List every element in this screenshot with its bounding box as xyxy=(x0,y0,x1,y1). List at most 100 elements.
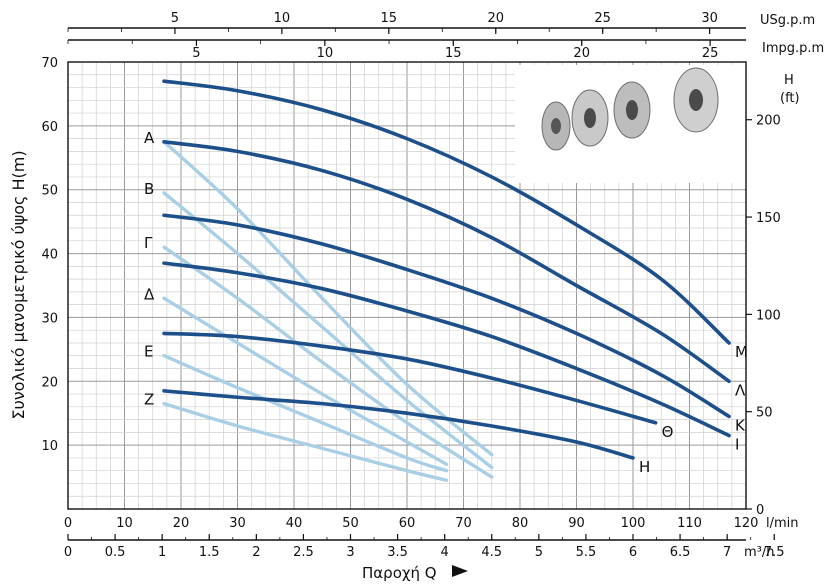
x-tick-label: 40 xyxy=(286,516,303,531)
x-m3h-tick-label: 7 xyxy=(723,545,731,560)
x-m3h-tick-label: 6 xyxy=(629,545,637,560)
series-label-Λ: Λ xyxy=(735,381,746,399)
x-m3h-tick-label: 5.5 xyxy=(576,545,597,560)
series-line-B xyxy=(162,191,494,470)
x-axis-lmin-ticks: 0 10 20 30 40 50 60 70 80 90 100 110 120 xyxy=(64,516,759,531)
y-tick-label: 50 xyxy=(41,184,58,199)
top-ticks-impgpm: 5 10 15 20 25 xyxy=(67,40,719,61)
y-tick-label: 10 xyxy=(41,439,58,454)
top-us-tick-label: 5 xyxy=(171,11,179,26)
y-right-tick-label: 150 xyxy=(756,211,781,226)
series-line-M xyxy=(162,79,731,345)
series-line-Λ xyxy=(162,140,731,384)
series-label-Γ: Γ xyxy=(144,234,153,252)
series-line-Δ xyxy=(162,296,449,466)
y-axis-left-ticks: 10 20 30 40 50 60 70 xyxy=(41,56,58,454)
x-m3h-tick-label: 5 xyxy=(535,545,543,560)
x-m3h-tick-label: 6.5 xyxy=(670,545,691,560)
series-label-I: I xyxy=(735,436,739,454)
x-tick-label: 50 xyxy=(342,516,359,531)
x-m3h-tick-label: 0.5 xyxy=(105,545,126,560)
x-tick-label: 20 xyxy=(173,516,190,531)
y-tick-label: 20 xyxy=(41,375,58,390)
y-right-tick-label: 0 xyxy=(756,503,764,518)
series-label-B: B xyxy=(144,180,154,198)
series-label-K: K xyxy=(735,416,746,434)
series-label-A: A xyxy=(144,129,155,147)
series-label-E: E xyxy=(144,343,153,361)
top-ticks-usgpm: 5 10 15 20 25 30 xyxy=(67,11,718,34)
m3h-unit: m³/h xyxy=(744,545,775,560)
x-tick-label: 90 xyxy=(568,516,585,531)
y-axis-right-ticks: 0 50 100 150 200 xyxy=(746,114,781,518)
series-line-H xyxy=(162,389,635,460)
top-us-tick-label: 15 xyxy=(381,11,398,26)
series-line-Z xyxy=(162,401,449,482)
top-imp-tick-label: 25 xyxy=(702,46,719,61)
right-axis-title: H xyxy=(784,73,794,88)
impeller-4 xyxy=(673,67,719,133)
x-axis-title: Παροχή Q xyxy=(362,564,437,582)
arrow-right-icon xyxy=(452,565,468,577)
y-tick-label: 40 xyxy=(41,248,58,263)
series-line-K xyxy=(162,213,731,419)
x-m3h-tick-label: 7.5 xyxy=(764,545,785,560)
top-us-tick-label: 10 xyxy=(274,11,291,26)
top-imp-tick-label: 15 xyxy=(445,46,462,61)
impeller-1 xyxy=(541,101,571,151)
lmin-unit: l/min xyxy=(766,516,799,531)
top-imp-tick-label: 10 xyxy=(317,46,334,61)
x-tick-label: 80 xyxy=(512,516,529,531)
impeller-3 xyxy=(613,81,651,139)
series-label-Δ: Δ xyxy=(144,285,155,303)
usgpm-unit: USg.p.m xyxy=(760,13,815,28)
series-line-E xyxy=(162,354,449,473)
y-right-tick-label: 100 xyxy=(756,308,781,323)
x-m3h-tick-label: 1.5 xyxy=(199,545,220,560)
impgpm-unit: Impg.p.m xyxy=(762,41,824,56)
x-tick-label: 30 xyxy=(229,516,246,531)
top-imp-tick-label: 20 xyxy=(573,46,590,61)
x-m3h-tick-label: 0 xyxy=(64,545,72,560)
curves xyxy=(162,79,731,482)
y-tick-label: 60 xyxy=(41,120,58,135)
x-m3h-tick-label: 1 xyxy=(158,545,166,560)
top-us-tick-label: 30 xyxy=(701,11,718,26)
curve-labels: A B Γ Δ E Z HΘ IKΛ M xyxy=(144,129,748,476)
plot-frame xyxy=(67,61,747,510)
top-imp-tick-label: 5 xyxy=(192,46,200,61)
x-m3h-tick-label: 4.5 xyxy=(481,545,502,560)
series-label-Θ: Θ xyxy=(662,423,674,441)
y-tick-label: 70 xyxy=(41,56,58,71)
right-axis-unit: (ft) xyxy=(780,91,800,106)
x-m3h-tick-label: 2.5 xyxy=(293,545,314,560)
x-tick-label: 100 xyxy=(621,516,646,531)
top-us-tick-label: 20 xyxy=(487,11,504,26)
series-line-A xyxy=(162,140,494,457)
x-tick-label: 70 xyxy=(455,516,472,531)
x-axis-m3h-ticks: 0 0.5 1 1.5 2 2.5 3 3.5 4 4.5 5 5.5 6 6.5 7 7.5 xyxy=(64,534,785,560)
impellers-photo xyxy=(515,65,745,183)
x-tick-label: 120 xyxy=(734,516,759,531)
series-line-Θ xyxy=(162,331,658,425)
y-tick-label: 30 xyxy=(41,311,58,326)
y-right-tick-label: 50 xyxy=(756,406,773,421)
series-line-Γ xyxy=(162,245,494,479)
x-m3h-tick-label: 3 xyxy=(346,545,354,560)
impeller-2 xyxy=(571,89,609,147)
x-tick-label: 0 xyxy=(64,516,72,531)
x-m3h-tick-label: 3.5 xyxy=(387,545,408,560)
series-label-H: H xyxy=(639,458,650,476)
top-us-tick-label: 25 xyxy=(594,11,611,26)
x-tick-label: 60 xyxy=(399,516,416,531)
series-label-Z: Z xyxy=(144,391,154,409)
x-m3h-tick-label: 4 xyxy=(441,545,449,560)
x-m3h-tick-label: 2 xyxy=(252,545,260,560)
series-label-M: M xyxy=(735,343,748,361)
series-line-I xyxy=(162,261,731,438)
x-tick-label: 10 xyxy=(116,516,133,531)
y-right-tick-label: 200 xyxy=(756,114,781,129)
y-axis-title: Συνολικό μανομετρικό ύψος H(m) xyxy=(9,150,28,419)
